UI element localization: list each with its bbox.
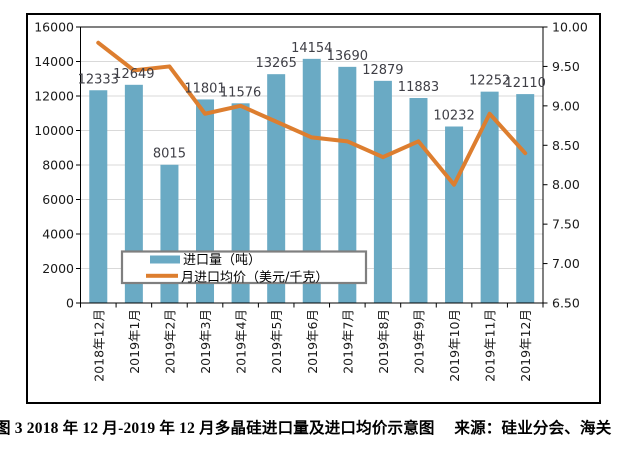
import-volume-bar xyxy=(338,66,357,303)
right-axis-tick-label: 7.50 xyxy=(552,217,580,232)
x-axis-category-label: 2019年3月 xyxy=(198,309,213,374)
figure-caption: 图 3 2018 年 12 月-2019 年 12 月多晶硅进口量及进口均价示意… xyxy=(0,420,612,437)
right-axis-tick-label: 9.50 xyxy=(552,59,580,74)
x-axis-category-label: 2018年12月 xyxy=(91,309,106,382)
left-axis-tick-label: 4000 xyxy=(42,227,74,242)
import-volume-bar xyxy=(302,58,321,303)
x-axis-category-label: 2019年9月 xyxy=(411,309,426,374)
x-axis-category-label: 2019年12月 xyxy=(518,309,533,382)
import-volume-bar xyxy=(480,91,499,303)
left-axis-tick-label: 12000 xyxy=(34,89,74,104)
bar-data-label: 12110 xyxy=(505,76,546,91)
bar-data-label: 12879 xyxy=(362,63,403,78)
left-axis-tick-label: 16000 xyxy=(34,20,74,35)
bar-data-label: 10232 xyxy=(433,108,474,123)
left-axis-tick-label: 10000 xyxy=(34,123,74,138)
legend-label-import-volume: 进口量（吨） xyxy=(183,253,261,268)
legend-line-swatch xyxy=(146,273,178,278)
bar-data-label: 13690 xyxy=(327,49,368,64)
bar-data-label: 11801 xyxy=(184,81,225,96)
x-axis-category-label: 2019年7月 xyxy=(340,309,355,374)
x-axis-category-label: 2019年4月 xyxy=(234,309,249,374)
import-volume-bar xyxy=(373,80,392,303)
bar-data-label: 11883 xyxy=(398,80,439,95)
right-axis-tick-label: 6.50 xyxy=(552,296,580,311)
right-axis-tick-label: 7.00 xyxy=(552,256,580,271)
bar-data-label: 8015 xyxy=(153,147,186,162)
import-volume-bar xyxy=(409,98,428,303)
legend-bar-swatch xyxy=(150,255,180,264)
bar-data-label: 13265 xyxy=(255,56,296,71)
bar-data-label: 14154 xyxy=(291,41,332,56)
bar-data-label: 12333 xyxy=(78,72,119,87)
import-volume-bar xyxy=(445,126,464,303)
left-axis-tick-label: 2000 xyxy=(42,261,74,276)
bar-data-label: 11576 xyxy=(220,85,261,100)
x-axis-category-label: 2019年6月 xyxy=(305,309,320,374)
right-axis-tick-label: 8.50 xyxy=(552,138,580,153)
left-axis-tick-label: 6000 xyxy=(42,192,74,207)
legend-label-import-price: 月进口均价（美元/千克） xyxy=(181,271,328,286)
x-axis-category-label: 2019年11月 xyxy=(483,309,498,382)
right-axis-tick-label: 9.00 xyxy=(552,98,580,113)
right-axis-tick-label: 10.00 xyxy=(552,20,588,35)
import-volume-bar xyxy=(267,74,286,304)
import-volume-bar xyxy=(516,94,535,303)
import-volume-bar xyxy=(124,84,143,303)
import-volume-bar xyxy=(89,90,108,303)
x-axis-category-label: 2019年8月 xyxy=(376,309,391,374)
bar-data-label: 12252 xyxy=(469,74,510,89)
import-price-line xyxy=(96,40,528,187)
bar-data-label: 12649 xyxy=(113,67,154,82)
left-axis-tick-label: 8000 xyxy=(42,158,74,173)
x-axis-category-label: 2019年2月 xyxy=(162,309,177,374)
right-axis-tick-label: 8.00 xyxy=(552,177,580,192)
left-axis-tick-label: 0 xyxy=(66,296,74,311)
x-axis-category-label: 2019年5月 xyxy=(269,309,284,374)
x-axis-category-label: 2019年1月 xyxy=(127,309,142,374)
left-axis-tick-label: 14000 xyxy=(34,54,74,69)
x-axis-category-label: 2019年10月 xyxy=(447,309,462,382)
